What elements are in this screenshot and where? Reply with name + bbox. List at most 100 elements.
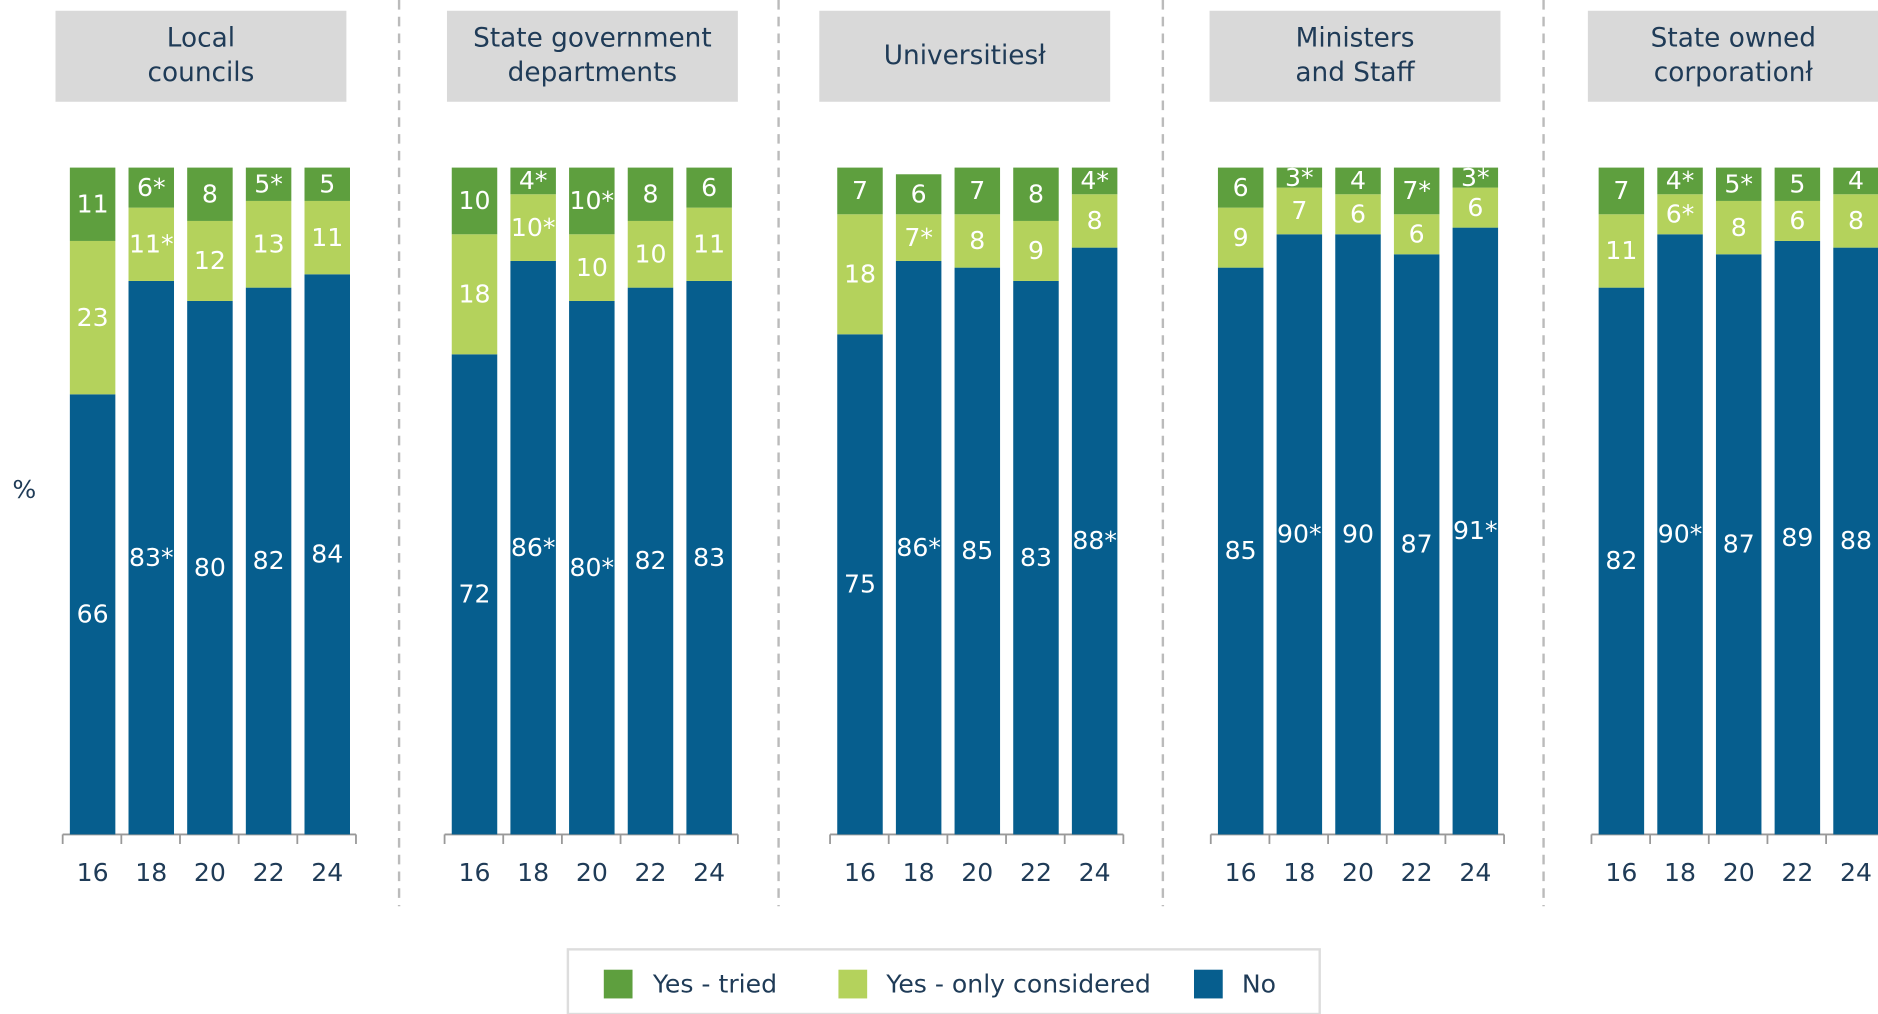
data-label: 84 xyxy=(311,540,343,569)
legend-label: Yes - only considered xyxy=(885,969,1151,998)
bar-segment xyxy=(1013,280,1059,835)
bar-segment xyxy=(304,200,350,275)
bar-segment xyxy=(1276,187,1323,235)
panel-title: councils xyxy=(148,58,255,88)
data-label: 90* xyxy=(1658,520,1703,549)
bar-segment xyxy=(510,167,556,195)
data-label: 8 xyxy=(969,226,985,255)
data-label: 87 xyxy=(1401,530,1433,559)
x-tick-label: 18 xyxy=(1283,858,1315,887)
bar-segment xyxy=(686,280,732,835)
bar-segment xyxy=(1657,234,1703,835)
data-label: 4* xyxy=(1666,166,1695,195)
data-label: 82 xyxy=(634,546,666,575)
data-label: 75 xyxy=(844,570,876,599)
bar-segment xyxy=(245,287,292,835)
bar-segment xyxy=(128,207,175,281)
bar-segment xyxy=(1393,214,1440,255)
x-tick-label: 22 xyxy=(1781,858,1813,887)
x-tick-label: 20 xyxy=(961,858,993,887)
panel-title: corporationł xyxy=(1654,58,1814,88)
bar-segment xyxy=(569,300,615,835)
data-label: 6 xyxy=(1409,219,1425,248)
bar-segment xyxy=(245,167,292,201)
data-label: 83 xyxy=(1020,543,1052,572)
bar-segment xyxy=(895,260,942,835)
bar-segment xyxy=(895,174,942,215)
data-label: 12 xyxy=(194,246,226,275)
data-label: 83* xyxy=(129,543,174,572)
bar-segment xyxy=(1452,167,1499,188)
data-label: 6 xyxy=(1233,173,1249,202)
bar-segment xyxy=(1657,167,1703,195)
x-tick-label: 24 xyxy=(1079,858,1111,887)
data-label: 3* xyxy=(1285,163,1314,192)
data-label: 18 xyxy=(459,279,491,308)
data-label: 6 xyxy=(911,179,927,208)
panel-title: Ministers xyxy=(1296,23,1415,53)
bar-segment xyxy=(1452,227,1499,835)
bar-segment xyxy=(1598,214,1645,288)
data-label: 72 xyxy=(459,580,491,609)
data-label: 87 xyxy=(1723,530,1755,559)
data-label: 11 xyxy=(311,223,343,252)
bar-segment xyxy=(1071,194,1118,248)
bar-segment xyxy=(837,334,883,835)
bar-segment xyxy=(1217,267,1264,835)
data-label: 6* xyxy=(137,173,166,202)
x-tick-label: 24 xyxy=(1840,858,1872,887)
bar-segment xyxy=(510,194,556,261)
x-tick-label: 24 xyxy=(1459,858,1491,887)
bar-segment xyxy=(686,207,732,281)
data-label: 4* xyxy=(519,166,548,195)
x-tick-label: 20 xyxy=(576,858,608,887)
data-label: 6 xyxy=(701,173,717,202)
data-label: 5* xyxy=(1724,169,1753,198)
data-label: 82 xyxy=(253,546,285,575)
x-tick-label: 20 xyxy=(1342,858,1374,887)
data-label: 90 xyxy=(1342,520,1374,549)
legend-swatch xyxy=(603,969,633,999)
data-label: 10 xyxy=(576,253,608,282)
x-tick-label: 22 xyxy=(253,858,285,887)
legend-swatch xyxy=(838,969,868,999)
x-tick-label: 22 xyxy=(634,858,666,887)
bar-segment xyxy=(510,260,556,835)
bar-segment xyxy=(627,287,674,835)
bar-segment xyxy=(1774,240,1821,835)
bar-segment xyxy=(187,300,233,835)
data-label: 90* xyxy=(1277,520,1322,549)
data-label: 4 xyxy=(1848,166,1864,195)
bar-segment xyxy=(451,234,498,355)
bar-segment xyxy=(1013,220,1059,281)
x-tick-label: 24 xyxy=(311,858,343,887)
bar-segment xyxy=(128,167,175,208)
data-label: 10* xyxy=(511,213,556,242)
bar-segment xyxy=(1715,254,1762,835)
bar-segment xyxy=(304,167,350,201)
data-label: 8 xyxy=(1731,213,1747,242)
data-label: 88 xyxy=(1840,526,1872,555)
bar-segment xyxy=(627,220,674,288)
title-box xyxy=(1209,10,1501,102)
data-label: 18 xyxy=(844,259,876,288)
bar-segment xyxy=(451,354,498,835)
legend-label: No xyxy=(1242,969,1276,998)
x-tick-label: 16 xyxy=(1605,858,1637,887)
bar-segment xyxy=(837,214,883,335)
x-tick-label: 20 xyxy=(194,858,226,887)
title-box xyxy=(1587,10,1878,102)
bar-segment xyxy=(1657,194,1703,235)
panel-title: State owned xyxy=(1651,23,1816,53)
legend-swatch xyxy=(1193,969,1223,999)
data-label: 7 xyxy=(1291,196,1307,225)
bar-segment xyxy=(451,167,498,235)
panel-title: departments xyxy=(508,58,677,88)
x-tick-label: 20 xyxy=(1723,858,1755,887)
bar-segment xyxy=(1071,247,1118,835)
bar-segment xyxy=(128,280,175,835)
data-label: 7 xyxy=(969,176,985,205)
bar-segment xyxy=(1335,194,1381,235)
data-label: 10 xyxy=(459,186,491,215)
data-label: 66 xyxy=(77,600,109,629)
